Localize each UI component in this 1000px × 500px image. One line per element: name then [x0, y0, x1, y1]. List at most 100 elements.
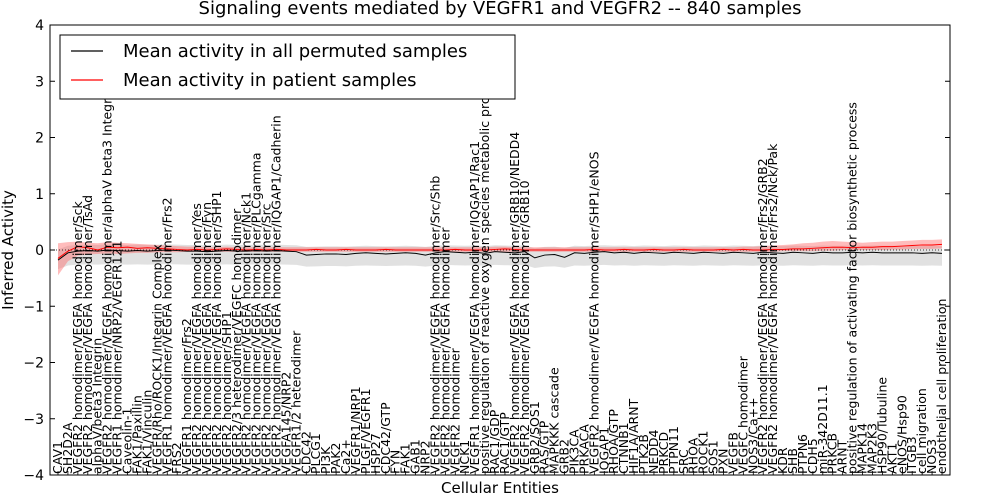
x-tick-label: VEGFR1 homodimer/Frs2	[179, 318, 194, 474]
x-tick-label: MAP2K3	[864, 423, 879, 474]
x-tick-label: FYN	[388, 450, 403, 474]
x-tick-label: MAPK14	[855, 423, 870, 474]
legend-label: Mean activity in patient samples	[123, 70, 417, 91]
x-tick-label: PRKCD	[656, 432, 671, 474]
x-tick-label: HSP27	[368, 433, 383, 474]
x-tick-label: positive regulation of reactive oxygen s…	[477, 69, 492, 474]
x-tick-label: PXN	[715, 449, 730, 474]
x-tick-label: CDC42/GTP	[378, 402, 393, 474]
y-tick-label: −2	[23, 356, 44, 372]
x-tick-label: VEGFR2 homodimer/SHP1	[219, 311, 234, 474]
x-tick-label: SOS1	[706, 440, 721, 474]
x-tick-label: SRC	[676, 449, 691, 474]
x-tick-label: NCK1	[457, 440, 472, 474]
x-tick-label: GRB2/SOS1	[527, 401, 542, 474]
x-tick-label: NRP2	[418, 440, 433, 474]
x-tick-label: VEGFR/Rho/ROCK1/Integrin Complex	[149, 244, 164, 474]
x-axis-label: Cellular Entities	[441, 479, 559, 497]
x-tick-label: PRKCB	[825, 433, 840, 474]
x-tick-label: RAC1/GDP	[487, 409, 502, 474]
x-tick-label: HIF1A/ARNT	[626, 398, 641, 474]
x-tick-label: Caveolin-1	[120, 408, 135, 474]
x-tick-label: RAS/GTP	[537, 420, 552, 474]
x-tick-label: PTPN11	[666, 426, 681, 474]
x-tick-label: VEGFR2 homodimer/VEGFA homodimer/Nck1	[239, 192, 254, 474]
x-tick-label: CTNNB1	[616, 422, 631, 474]
x-tick-label: NOS3	[924, 439, 939, 474]
x-tick-label: VEGFR2 homodimer/VEGFA homodimer/Src	[259, 204, 274, 474]
x-tick-label: CDC42	[298, 431, 313, 474]
patient-band	[58, 239, 942, 276]
x-tick-label: VEGFR2 homodimer/VEGFA homodimer	[437, 227, 452, 474]
x-tick-label: PI3K	[318, 446, 333, 474]
x-tick-label: GAB1	[408, 439, 423, 474]
legend: Mean activity in all permuted samples Mea…	[59, 34, 516, 100]
x-tick-label: RHOA	[686, 437, 701, 474]
x-tick-label: VEGFR2 homodimer/VEGFA homodimer/SHP1/eN…	[586, 151, 601, 474]
x-tick-label: NOS3/Ca++	[745, 397, 760, 474]
patient-mean-line	[57, 243, 943, 259]
x-tick-label: VEGFR2 homodimer/VEGFA homodimer/alphaV …	[100, 87, 115, 474]
x-tick-label: PAK2	[328, 443, 343, 474]
x-tick-label: GRB2	[557, 439, 572, 474]
x-tick-label: FAK1/Paxillin	[129, 395, 144, 474]
y-tick-label: −3	[23, 412, 44, 428]
x-tick-label: miR-342D11.1	[815, 384, 830, 474]
x-tick-label: MAPKKK cascade	[547, 367, 562, 474]
y-axis: −4 −3 −2 −1 0 1 2 3 4	[23, 18, 950, 484]
x-tick-label: VEGFR1 homodimer/VEGFA homodimer/Frs2	[159, 197, 174, 474]
x-tick-label: VEGFR2 homodimer/VEGFA homodimer/SHP1	[209, 190, 224, 474]
x-tick-label: PRKACA	[576, 424, 591, 474]
x-tick-label: eNOS/Hsp90	[894, 395, 909, 474]
legend-box	[59, 34, 516, 100]
x-tick-label: VEGFR2 homodimer/VEGFA homodimer/GRB10/N…	[507, 132, 522, 474]
x-tick-label: SHB	[785, 448, 800, 474]
x-tick-label: VEGFR2 homodimer/VEGFA homodimer/Fyn	[199, 202, 214, 474]
x-tick-label: VEGFR2 homodimer/VEGFA homodimer/GRB10	[517, 180, 532, 474]
y-axis-label: Inferred Activity	[0, 190, 17, 310]
chart-title: Signaling events mediated by VEGFR1 and …	[199, 0, 802, 19]
x-tick-label: VEGFR2 homodimer	[447, 347, 462, 474]
y-tick-label: 3	[35, 74, 44, 90]
x-tick-label: PLCG1	[308, 433, 323, 474]
x-tick-label: VEGFC homodimer	[735, 355, 750, 474]
x-tick-label: VEGFR2 homodimer/VEGFA homodimer/IQGAP1/…	[269, 115, 284, 474]
x-tick-label: HSP90/Tubuline	[874, 377, 889, 474]
x-tick-label: RHOA/GTP	[606, 409, 621, 474]
x-tick-label: VEGFR2 homodimer/VEGFA homodimer/Sck	[70, 201, 85, 474]
x-tick-label: VEGFR1 homodimer/NRP2/VEGFR121	[110, 240, 125, 474]
x-tick-label: endothelial cell proliferation	[934, 299, 949, 474]
x-tick-label: SH2D2A	[60, 422, 75, 474]
x-tick-label: VEGFR2 homodimer/VEGFA homodimer/Frs2/Nc…	[765, 143, 780, 474]
x-tick-label: ROCK1	[696, 431, 711, 474]
permuted-mean-line	[57, 249, 943, 261]
x-tick-label: VEGFR2 homodimer/VEGFA homodimer/TsAd	[80, 195, 95, 474]
y-tick-label: 0	[35, 243, 44, 259]
x-tick-label: FRS2	[169, 442, 184, 474]
x-tick-label: PIK3CA	[566, 429, 581, 474]
x-tick-label: RAC1/GTP	[497, 412, 512, 474]
x-tick-label: VEGFR2 homodimer/VEGFA homodimer/Frs2/GR…	[755, 158, 770, 474]
x-tick-label: PTK2B	[636, 434, 651, 474]
x-tick-label: VEGFR1/2 heterodimer	[288, 330, 303, 474]
x-tick-label: IQGAP1	[596, 427, 611, 474]
x-tick-label: FAK1/Vinculin	[139, 390, 154, 474]
x-tick-label: VEGFB	[725, 432, 740, 474]
x-tick-label: CDH5	[805, 438, 820, 474]
x-tick-label: Ca2+	[338, 439, 353, 474]
x-tick-label: VEGFA145/NRP2	[278, 372, 293, 474]
x-tick-label: PTPN6	[795, 434, 810, 474]
x-tick-label: FAK1	[398, 443, 413, 474]
x-tick-label: VEGFR1 homodimer/VEGFA homodimer/IQGAP1/…	[467, 141, 482, 474]
x-tick-label: PLGF/VEGFR1	[358, 388, 373, 474]
series-lines	[57, 243, 943, 261]
x-tick-label: NEDD4	[646, 430, 661, 474]
x-tick-label: VEGFR2 homodimer/VEGFA homodimer/Yes	[189, 203, 204, 474]
y-tick-label: −1	[23, 299, 44, 315]
y-tick-label: 4	[35, 18, 44, 34]
x-tick-label: VEGFR2 homodimer/VEGFA homodimer/Src/Shb	[427, 176, 442, 474]
x-tick-label: ITGB3	[904, 436, 919, 474]
x-tick-label: cell migration	[914, 388, 929, 474]
y-tick-label: −4	[23, 468, 44, 484]
